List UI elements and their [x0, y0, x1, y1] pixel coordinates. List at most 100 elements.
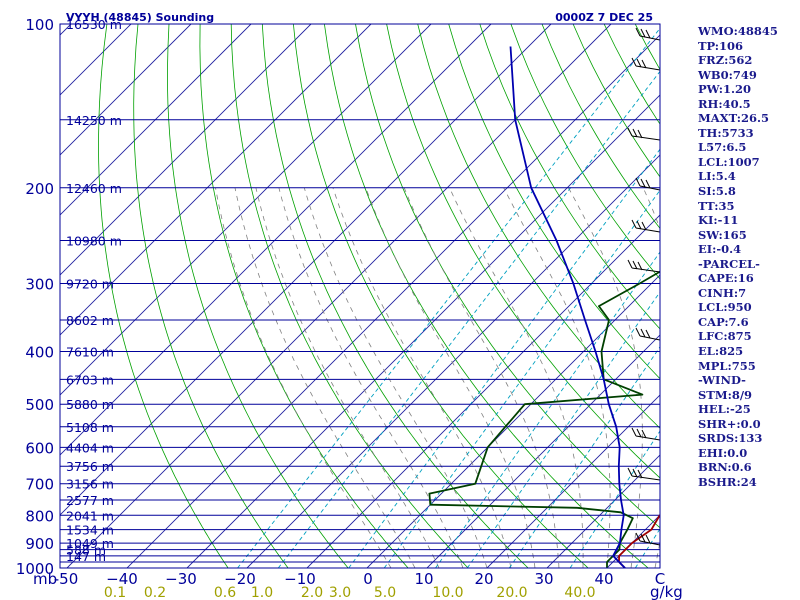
wind-barb-icon [627, 127, 661, 141]
isotherm [60, 24, 252, 216]
height-label: 1534 m [66, 523, 114, 538]
index-item: -WIND- [698, 373, 746, 388]
wind-barb-icon [635, 27, 661, 41]
temperature-tick-label: -50 [54, 570, 79, 588]
index-item: STM:8/9 [698, 387, 753, 402]
isotherm [60, 24, 432, 396]
pressure-tick-label: 800 [25, 507, 54, 525]
height-label: 7610 m [66, 345, 114, 360]
index-item: CAP:7.6 [698, 314, 749, 329]
mixing-ratio-label: 2.0 [301, 585, 323, 600]
moist-adiabat [403, 187, 560, 568]
height-label: 4404 m [66, 440, 114, 455]
plot-frame [59, 23, 661, 569]
temperature-tick-label: −30 [165, 570, 197, 588]
height-label: 14250 m [66, 113, 122, 128]
mixing-ratio-label: 20.0 [496, 585, 527, 600]
temperature-tick-label: 10 [414, 570, 433, 588]
dry-adiabat [199, 24, 409, 568]
moist-adiabat [365, 187, 536, 568]
height-label: 16530 m [66, 17, 122, 32]
index-item: TH:5733 [698, 125, 754, 140]
chart-title: VYYH (48845) Sounding [66, 11, 214, 24]
mixing-ratio-label: 10.0 [432, 585, 463, 600]
temperature-tick-label: 20 [474, 570, 493, 588]
dewpoint-line [428, 270, 660, 568]
isotherm [426, 334, 660, 568]
index-item: MAXT:26.5 [698, 111, 769, 126]
mixing-ratio-line [348, 148, 660, 568]
temperature-tick-label: 0 [363, 570, 373, 588]
mixing-ratio-line [569, 430, 660, 568]
index-item: KI:-11 [698, 213, 739, 228]
mixing-ratio-label: 1.0 [251, 585, 273, 600]
index-item: LI:5.4 [698, 169, 736, 184]
index-item: EHI:0.0 [698, 445, 748, 460]
temperature-tick-label: C [655, 570, 665, 588]
index-item: SHR+:0.0 [698, 416, 761, 431]
index-item: BRN:0.6 [698, 460, 752, 475]
pressure-tick-label: 400 [25, 344, 54, 362]
pressure-tick-label: 1000 [16, 560, 54, 578]
mixing-ratio-label: 40.0 [564, 585, 595, 600]
height-label: 8602 m [66, 313, 114, 328]
isotherm [60, 24, 372, 336]
height-label: 2577 m [66, 493, 114, 508]
isotherm [126, 34, 660, 568]
wind-barb-icon [627, 259, 661, 273]
mixing-ratio-line [466, 291, 660, 568]
dry-adiabat [261, 24, 529, 568]
wind-barb-icon [631, 427, 661, 441]
height-label: 147 m [66, 549, 106, 564]
index-item: TT:35 [698, 198, 735, 213]
height-label: 588 m [66, 543, 106, 558]
moist-adiabat [255, 187, 440, 568]
dry-adiabat [293, 24, 589, 568]
index-item: HEL:-25 [698, 402, 751, 417]
pressure-tick-label: 600 [25, 439, 54, 457]
isotherm [66, 24, 612, 568]
height-label: 1049 m [66, 536, 114, 551]
index-item: LCL:950 [698, 300, 752, 315]
dry-adiabat [133, 24, 289, 568]
index-item: FRZ:562 [698, 53, 753, 68]
temperature-tick-label: −40 [106, 570, 138, 588]
height-label: 6703 m [66, 372, 114, 387]
isotherm [60, 24, 192, 156]
pressure-tick-label: 300 [25, 276, 54, 294]
parcel-line [509, 46, 626, 568]
temperature-tick-label: −20 [224, 570, 256, 588]
isotherm [246, 154, 660, 568]
moist-adiabat [278, 187, 464, 568]
isotherm [546, 454, 660, 568]
index-item: RH:40.5 [698, 96, 751, 111]
index-item: L57:6.5 [698, 140, 747, 155]
index-item: SRDS:133 [698, 431, 763, 446]
index-item: -PARCEL- [698, 256, 760, 271]
height-label: 3756 m [66, 459, 114, 474]
height-label: 3156 m [66, 477, 114, 492]
index-item: EL:825 [698, 344, 744, 359]
pressure-tick-label: 200 [25, 180, 54, 198]
mixing-ratio-line [237, 27, 660, 568]
isotherm [60, 24, 492, 456]
wind-barb-icon [635, 177, 661, 191]
mixing-ratio-label: 5.0 [374, 585, 396, 600]
moist-adiabat [303, 187, 488, 568]
pressure-tick-label: 700 [25, 476, 54, 494]
wind-barb-icon [627, 467, 661, 481]
isotherm [0, 24, 11, 568]
index-item: EI:-0.4 [698, 242, 742, 257]
index-item: LFC:875 [698, 329, 752, 344]
mixing-ratio-label: 3.0 [329, 585, 351, 600]
index-item: SW:165 [698, 227, 747, 242]
height-label: 5880 m [66, 397, 114, 412]
pressure-tick-label: 900 [25, 535, 54, 553]
isotherm [306, 214, 660, 568]
moist-adiabat [642, 187, 660, 568]
index-item: MPL:755 [698, 358, 756, 373]
index-item: TP:106 [698, 38, 744, 53]
temperature-tick-label: 30 [534, 570, 553, 588]
mixing-ratio-line [383, 189, 660, 568]
